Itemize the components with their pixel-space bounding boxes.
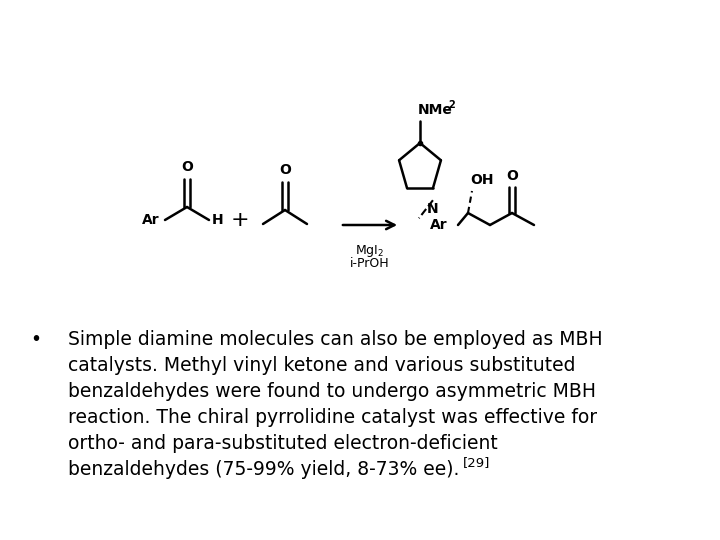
Text: Ar: Ar <box>430 218 448 232</box>
Text: catalysts. Methyl vinyl ketone and various substituted: catalysts. Methyl vinyl ketone and vario… <box>68 356 575 375</box>
Text: •: • <box>30 330 41 349</box>
Text: ortho- and para-substituted electron-deficient: ortho- and para-substituted electron-def… <box>68 434 498 453</box>
Text: NMe: NMe <box>418 103 453 117</box>
Text: i-PrOH: i-PrOH <box>350 257 390 270</box>
Text: Simple diamine molecules can also be employed as MBH: Simple diamine molecules can also be emp… <box>68 330 603 349</box>
Text: benzaldehydes (75-99% yield, 8-73% ee).: benzaldehydes (75-99% yield, 8-73% ee). <box>68 460 459 479</box>
Text: reaction. The chiral pyrrolidine catalyst was effective for: reaction. The chiral pyrrolidine catalys… <box>68 408 597 427</box>
Text: N: N <box>427 202 438 216</box>
Text: Ar: Ar <box>143 213 160 227</box>
Text: 2: 2 <box>448 100 455 110</box>
Text: [29]: [29] <box>463 456 490 469</box>
Text: O: O <box>279 163 291 177</box>
Text: OH: OH <box>470 173 493 187</box>
Text: O: O <box>181 160 193 174</box>
Text: MgI$_2$: MgI$_2$ <box>356 243 384 259</box>
Text: H: H <box>212 213 224 227</box>
Text: O: O <box>506 169 518 183</box>
Text: +: + <box>230 210 249 230</box>
Text: benzaldehydes were found to undergo asymmetric MBH: benzaldehydes were found to undergo asym… <box>68 382 596 401</box>
